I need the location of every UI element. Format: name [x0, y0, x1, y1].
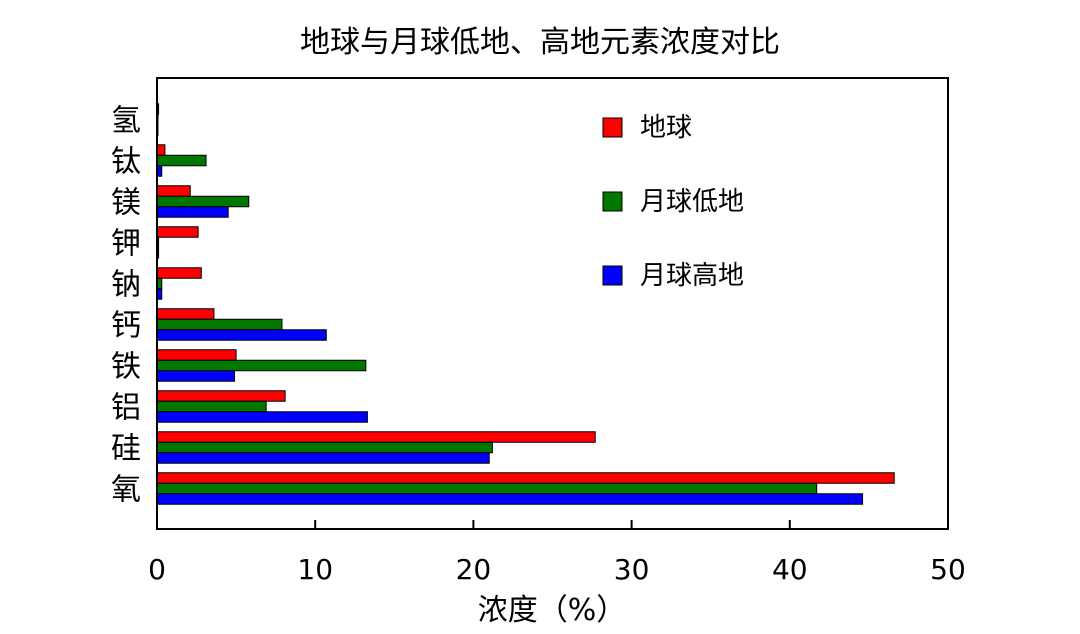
legend-swatch: [602, 191, 623, 212]
bar: [156, 472, 895, 484]
x-tick-label: 40: [772, 553, 808, 586]
category-label: 镁: [111, 186, 141, 221]
bar: [156, 431, 596, 443]
bar: [156, 482, 818, 495]
legend-label: 月球高地: [640, 261, 744, 291]
bar: [156, 308, 215, 320]
category-label: 钾: [111, 227, 141, 262]
legend-swatch: [602, 117, 623, 138]
x-tick-label: 20: [456, 553, 492, 586]
bar: [156, 370, 236, 382]
bar: [156, 185, 191, 197]
category-label: 钛: [111, 145, 141, 180]
x-tick-label: 0: [148, 553, 166, 586]
bar: [156, 318, 283, 331]
bar: [156, 493, 864, 505]
x-axis-ticks: 0 10 20 30 40 50: [148, 520, 966, 586]
x-axis-title: 浓度（%）: [478, 593, 627, 628]
bar: [156, 390, 286, 402]
legend-label: 地球: [640, 113, 692, 143]
bar: [156, 349, 237, 361]
plot-frame: [156, 77, 949, 530]
bar: [156, 359, 367, 372]
bar: [156, 226, 199, 238]
bar: [156, 400, 267, 413]
legend-swatch: [602, 265, 623, 286]
category-label: 氧: [111, 473, 141, 508]
category-label: 钠: [111, 268, 141, 303]
bars-group: [156, 103, 895, 505]
chart-title: 地球与月球低地、高地元素浓度对比: [300, 25, 780, 60]
bar: [156, 144, 166, 156]
category-label: 钙: [111, 309, 141, 344]
bar: [156, 206, 229, 218]
bar: [156, 411, 368, 423]
x-tick-label: 30: [614, 553, 650, 586]
bar: [156, 267, 202, 279]
category-label: 铝: [111, 391, 141, 426]
bar: [156, 441, 493, 454]
legend-label: 月球低地: [640, 187, 744, 217]
category-label: 铁: [111, 350, 141, 385]
bar: [156, 329, 327, 341]
category-label: 硅: [111, 432, 141, 467]
bar: [156, 195, 250, 208]
x-tick-label: 50: [930, 553, 966, 586]
bar: [156, 154, 207, 167]
x-tick-label: 10: [297, 553, 333, 586]
bar: [156, 452, 490, 464]
category-label: 氢: [111, 104, 141, 139]
